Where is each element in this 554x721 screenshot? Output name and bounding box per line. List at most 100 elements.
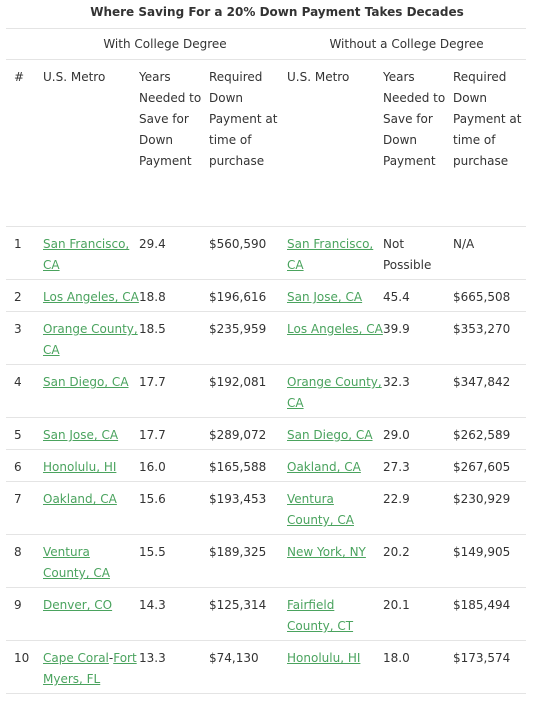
years-without-degree-cell: 20.2 [383, 534, 453, 588]
header-years-with-degree: Years Needed to Save for Down Payment [139, 59, 209, 227]
years-with-degree-value: 18.5 [139, 322, 166, 336]
metro-with-degree-link[interactable]: Cape Coral [43, 651, 109, 665]
rank-value: 7 [14, 492, 22, 506]
metro-without-degree-cell: New York, NY [287, 534, 383, 588]
payment-with-degree-cell: $289,072 [209, 417, 287, 450]
group-spacer [6, 28, 43, 60]
table-title: Where Saving For a 20% Down Payment Take… [90, 5, 464, 19]
years-without-degree-value: 45.4 [383, 290, 410, 304]
payment-with-degree-cell: $165,588 [209, 449, 287, 482]
rank-value: 6 [14, 460, 22, 474]
metro-without-degree-cell: Los Angeles, CA [287, 311, 383, 365]
payment-with-degree-cell: $125,314 [209, 587, 287, 641]
header-num: # [6, 59, 43, 227]
payment-with-degree-value: $235,959 [209, 322, 267, 336]
metro-with-degree-link[interactable]: San Jose, CA [43, 428, 119, 442]
group-with-degree: With College Degree [43, 28, 287, 60]
rank-cell: 5 [6, 417, 43, 450]
table-row: 5 San Jose, CA 17.7 $289,072 San Diego, CA 29… [6, 417, 527, 450]
years-with-degree-value: 15.6 [139, 492, 166, 506]
table-row: 6 Honolulu, HI 16.0 $165,588 Oakland, CA 27.3… [6, 449, 527, 482]
years-without-degree-value: Not Possible [383, 237, 432, 272]
years-with-degree-cell: 15.5 [139, 534, 209, 588]
metro-without-degree-link[interactable]: San Jose, CA [287, 290, 363, 304]
payment-without-degree-cell: $185,494 [453, 587, 527, 641]
payment-with-degree-value: $125,314 [209, 598, 267, 612]
header-metro-without-degree: U.S. Metro [287, 59, 383, 227]
years-with-degree-cell: 16.0 [139, 449, 209, 482]
rank-cell: 8 [6, 534, 43, 588]
payment-with-degree-value: $289,072 [209, 428, 267, 442]
years-with-degree-value: 14.3 [139, 598, 166, 612]
metro-without-degree-link[interactable]: Honolulu, HI [287, 651, 361, 665]
years-without-degree-value: 20.1 [383, 598, 410, 612]
table-row: 4 San Diego, CA 17.7 $192,081 Orange County,… [6, 364, 527, 418]
metro-without-degree-link[interactable]: Orange County, CA [287, 375, 382, 410]
header-payment-with-degree: Required Down Payment at time of purchas… [209, 59, 287, 227]
rank-value: 10 [14, 651, 30, 665]
rank-value: 4 [14, 375, 22, 389]
metro-with-degree-cell: Oakland, CA [43, 481, 139, 535]
metro-with-degree-link[interactable]: Ventura County, CA [43, 545, 110, 580]
years-without-degree-value: 20.2 [383, 545, 410, 559]
table-row: 9 Denver, CO 14.3 $125,314 Fairfield County,… [6, 587, 527, 641]
payment-without-degree-value: $185,494 [453, 598, 511, 612]
payment-without-degree-value: $267,605 [453, 460, 511, 474]
metro-without-degree-link[interactable]: San Francisco, CA [287, 237, 374, 272]
metro-with-degree-link-2[interactable]: Fort Myers, FL [43, 651, 137, 686]
years-without-degree-cell: 39.9 [383, 311, 453, 365]
metro-without-degree-link[interactable]: Fairfield County, CT [287, 598, 354, 633]
payment-without-degree-value: $353,270 [453, 322, 511, 336]
years-without-degree-cell: 45.4 [383, 279, 453, 312]
years-with-degree-value: 17.7 [139, 428, 166, 442]
group-header-row: With College Degree Without a College De… [6, 28, 527, 60]
table-row: 7 Oakland, CA 15.6 $193,453 Ventura County, … [6, 481, 527, 535]
table-row: 2 Los Angeles, CA 18.8 $196,616 San Jose, CA… [6, 279, 527, 312]
metro-with-degree-link[interactable]: Orange County, CA [43, 322, 138, 357]
payment-without-degree-value: $230,929 [453, 492, 511, 506]
metro-without-degree-link[interactable]: Oakland, CA [287, 460, 361, 474]
payment-with-degree-cell: $196,616 [209, 279, 287, 312]
payment-without-degree-cell: $267,605 [453, 449, 527, 482]
metro-without-degree-cell: San Francisco, CA [287, 226, 383, 280]
payment-without-degree-cell: $665,508 [453, 279, 527, 312]
metro-without-degree-cell: Honolulu, HI [287, 640, 383, 694]
payment-with-degree-cell: $189,325 [209, 534, 287, 588]
table-row: 8 Ventura County, CA 15.5 $189,325 New York,… [6, 534, 527, 588]
payment-with-degree-value: $74,130 [209, 651, 259, 665]
years-without-degree-value: 22.9 [383, 492, 410, 506]
payment-without-degree-value: $665,508 [453, 290, 511, 304]
metro-with-degree-link[interactable]: Honolulu, HI [43, 460, 117, 474]
header-payment-without-degree: Required Down Payment at time of purchas… [453, 59, 527, 227]
metro-without-degree-link[interactable]: Los Angeles, CA [287, 322, 383, 336]
payment-without-degree-value: $149,905 [453, 545, 511, 559]
payment-with-degree-value: $165,588 [209, 460, 267, 474]
payment-without-degree-cell: $347,842 [453, 364, 527, 418]
metro-with-degree-cell: San Diego, CA [43, 364, 139, 418]
rank-cell: 3 [6, 311, 43, 365]
metro-with-degree-link[interactable]: San Francisco, CA [43, 237, 130, 272]
metro-with-degree-link[interactable]: Denver, CO [43, 598, 113, 612]
metro-with-degree-link[interactable]: San Diego, CA [43, 375, 129, 389]
years-with-degree-cell: 17.7 [139, 417, 209, 450]
table-row: 1 San Francisco, CA 29.4 $560,590 San Franci… [6, 226, 527, 280]
metro-without-degree-cell: Fairfield County, CT [287, 587, 383, 641]
payment-without-degree-value: $262,589 [453, 428, 511, 442]
metro-without-degree-cell: Ventura County, CA [287, 481, 383, 535]
metro-without-degree-cell: San Jose, CA [287, 279, 383, 312]
years-without-degree-cell: 27.3 [383, 449, 453, 482]
metro-with-degree-cell: Honolulu, HI [43, 449, 139, 482]
years-without-degree-cell: 22.9 [383, 481, 453, 535]
payment-with-degree-cell: $560,590 [209, 226, 287, 280]
metro-without-degree-link[interactable]: Ventura County, CA [287, 492, 354, 527]
metro-without-degree-link[interactable]: San Diego, CA [287, 428, 373, 442]
rank-value: 2 [14, 290, 22, 304]
years-with-degree-value: 29.4 [139, 237, 166, 251]
rank-cell: 7 [6, 481, 43, 535]
rank-cell: 6 [6, 449, 43, 482]
metro-with-degree-link[interactable]: Oakland, CA [43, 492, 117, 506]
years-without-degree-value: 32.3 [383, 375, 410, 389]
metro-with-degree-link[interactable]: Los Angeles, CA [43, 290, 139, 304]
years-with-degree-value: 18.8 [139, 290, 166, 304]
metro-without-degree-link[interactable]: New York, NY [287, 545, 366, 559]
